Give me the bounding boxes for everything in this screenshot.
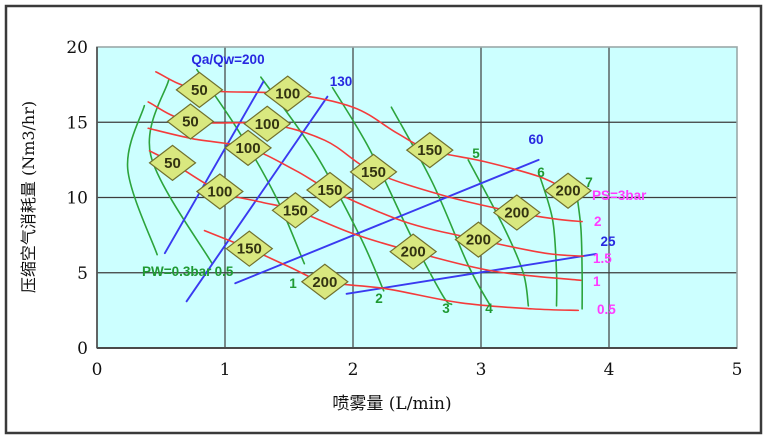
droplet-size-diamond: [195, 173, 244, 210]
water-pressure-curve-PW-5bar: [467, 159, 530, 307]
water-pressure-curve-PW-6bar: [539, 175, 558, 307]
water-pressure-curve-PW-4bar: [390, 106, 491, 306]
ps-curve-label: 2: [594, 214, 602, 229]
droplet-size-diamond: [148, 144, 197, 182]
droplet-size-value: 150: [317, 182, 342, 199]
droplet-size-marker: 200: [389, 233, 438, 270]
pw-curve-label: 4: [485, 301, 493, 316]
ps-curve-label: 0.5: [597, 302, 616, 317]
ratio-curve-label: 130: [330, 74, 353, 89]
droplet-size-diamond: [405, 131, 454, 169]
droplet-size-marker: 100: [263, 75, 312, 112]
droplet-size-diamond: [300, 263, 349, 301]
ps-curve-label: PS=3bar: [592, 188, 647, 203]
droplet-size-diamond: [224, 129, 273, 167]
ratio-curve-label: 60: [528, 132, 543, 147]
droplet-size-diamond: [305, 171, 354, 209]
pw-curve-label: 0.5: [215, 264, 234, 279]
droplet-size-value: 50: [182, 113, 199, 130]
droplet-size-value: 100: [275, 86, 300, 103]
ratio-line-Qa-Qw-200: [163, 80, 265, 255]
droplet-size-diamond: [225, 230, 274, 267]
x-tick-label: 5: [732, 360, 743, 380]
droplet-size-value: 150: [237, 241, 262, 258]
droplet-size-diamond: [492, 194, 541, 231]
x-tick-label: 0: [92, 360, 103, 380]
ps-curve-label: 1: [593, 274, 601, 289]
droplet-size-value: 100: [255, 116, 280, 133]
droplet-size-marker: 50: [148, 144, 197, 182]
droplet-size-diamond: [263, 75, 312, 112]
droplet-size-diamond: [389, 233, 438, 270]
droplet-size-marker: 50: [175, 71, 224, 109]
droplet-size-value: 150: [283, 202, 308, 219]
pw-curve-label: 2: [375, 291, 383, 306]
y-tick-label: 0: [77, 339, 88, 359]
droplet-size-marker: 150: [305, 171, 354, 209]
water-pressure-curve-PW-7bar: [574, 186, 584, 310]
droplet-size-diamond: [349, 153, 398, 191]
ps-curve-label: 1.5: [593, 251, 612, 266]
ratio-line-Qa-Qw-25: [345, 252, 598, 295]
water-pressure-curve-PW-0.5bar: [148, 79, 213, 265]
droplet-size-value: 200: [466, 232, 491, 249]
x-axis-title: 喷雾量 (L/min): [332, 394, 451, 414]
x-tick-label: 3: [476, 360, 487, 380]
droplet-size-diamond: [454, 221, 503, 258]
pw-curve-label: 6: [537, 165, 545, 180]
droplet-size-value: 100: [236, 140, 261, 157]
droplet-size-value: 150: [417, 142, 442, 159]
pw-curve-label: PW=0.3bar: [142, 264, 212, 279]
droplet-size-diamond: [166, 103, 215, 140]
pw-curve-label: 3: [442, 301, 450, 316]
ratio-curve-label: Qa/Qw=200: [191, 52, 264, 67]
x-tick-label: 2: [348, 360, 359, 380]
droplet-size-marker: 200: [492, 194, 541, 231]
pw-curve-label: 1: [289, 276, 297, 291]
ratio-curve-label: 25: [600, 234, 616, 249]
droplet-size-marker: 100: [243, 105, 292, 143]
air-pressure-curve-PS-3bar: [155, 71, 569, 192]
droplet-size-marker: 150: [225, 230, 274, 267]
droplet-size-value: 50: [164, 155, 181, 172]
droplet-size-marker: 150: [349, 153, 398, 191]
droplet-size-value: 200: [312, 274, 337, 291]
droplet-size-value: 100: [207, 183, 232, 200]
droplet-size-value: 200: [401, 244, 426, 261]
x-tick-label: 1: [220, 360, 231, 380]
droplet-size-marker: 150: [271, 192, 320, 229]
droplet-size-diamond: [271, 192, 320, 229]
droplet-size-marker: 50: [166, 103, 215, 140]
y-tick-label: 5: [77, 264, 88, 284]
droplet-size-value: 150: [361, 164, 386, 181]
droplet-size-diamond: [243, 105, 292, 143]
x-tick-label: 4: [604, 360, 615, 380]
droplet-size-marker: 150: [405, 131, 454, 169]
y-axis-title: 压缩空气消耗量 (Nm3/hr): [19, 101, 38, 293]
droplet-size-marker: 200: [300, 263, 349, 301]
droplet-size-marker: 100: [195, 173, 244, 210]
droplet-size-diamond: [175, 71, 224, 109]
pw-curve-label: 7: [585, 175, 593, 190]
water-pressure-curve-PW-0.3bar: [126, 104, 158, 256]
droplet-size-marker: 100: [224, 129, 273, 167]
droplet-size-diamond: [544, 172, 593, 209]
ratio-line-Qa-Qw-130: [185, 95, 329, 303]
y-tick-label: 10: [66, 189, 88, 209]
droplet-size-value: 200: [556, 183, 581, 200]
y-tick-label: 20: [66, 38, 88, 58]
droplet-size-marker: 200: [544, 172, 593, 209]
droplet-size-marker: 200: [454, 221, 503, 258]
pw-curve-label: 5: [472, 146, 480, 161]
y-tick-label: 15: [66, 113, 88, 133]
droplet-size-value: 200: [504, 205, 529, 222]
ratio-line-Qa-Qw-60: [234, 158, 540, 285]
droplet-size-value: 50: [191, 82, 208, 99]
